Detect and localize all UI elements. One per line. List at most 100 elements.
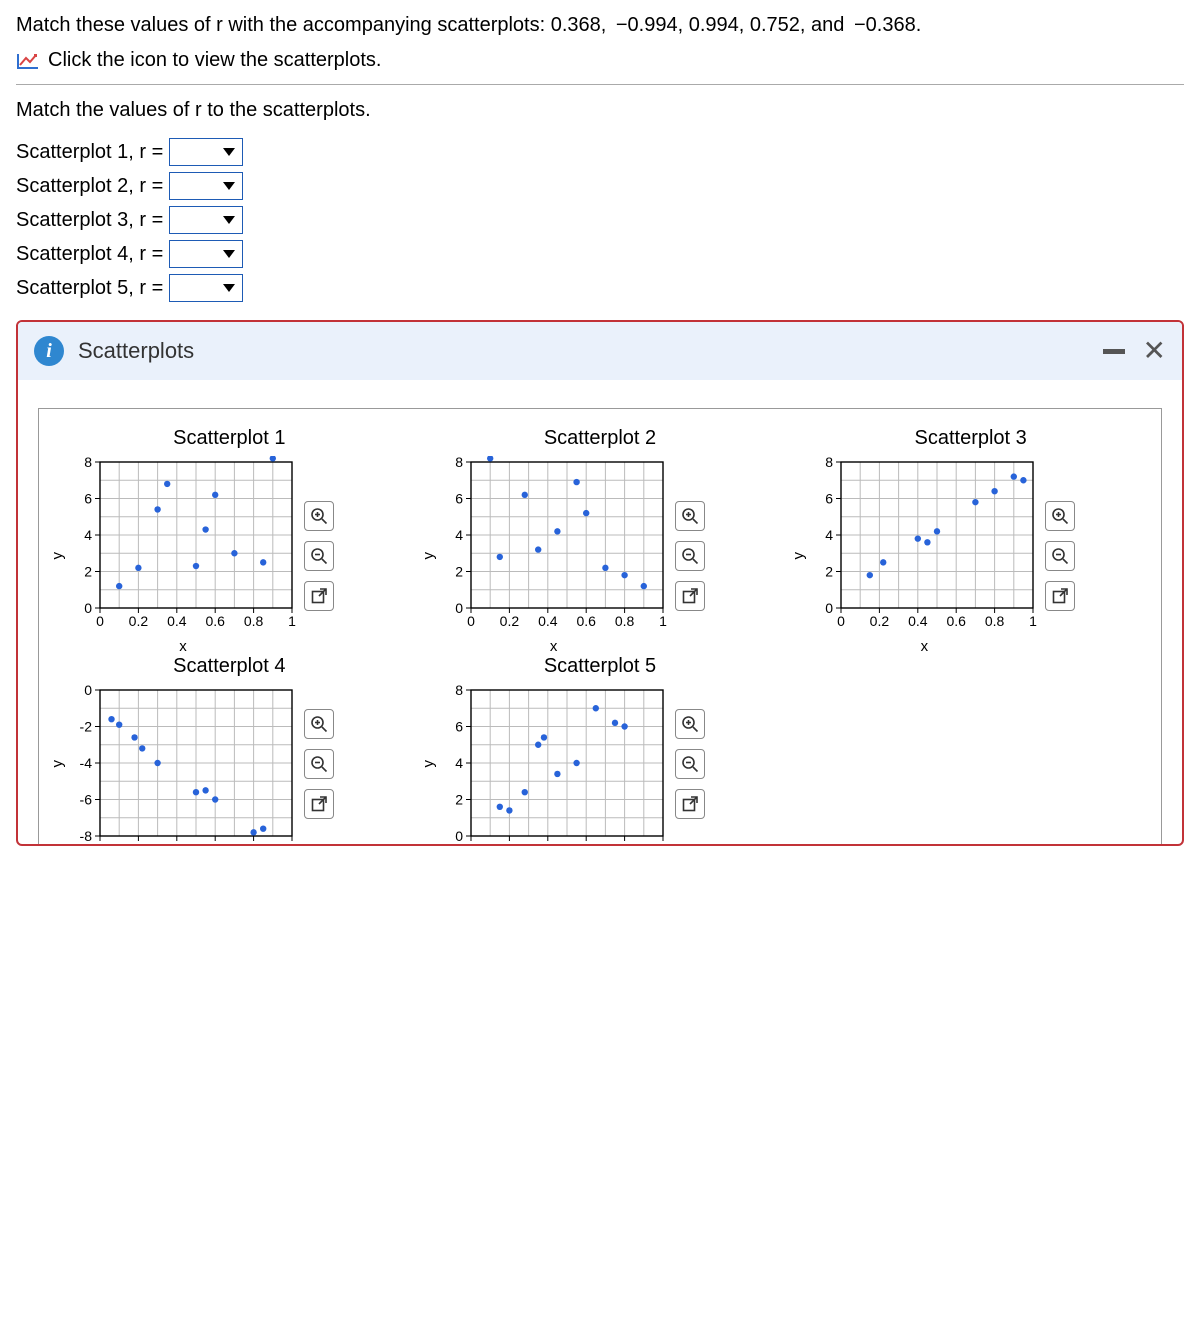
close-button[interactable]: ✕	[1143, 337, 1166, 365]
scatterplot-svg-3: 00.20.40.60.8102468	[809, 456, 1039, 636]
plot-area-1: 00.20.40.60.8102468x	[68, 456, 298, 655]
zoom-out-icon	[681, 755, 699, 773]
match-rows: Scatterplot 1, r = Scatterplot 2, r = Scat…	[16, 138, 1184, 302]
r-dropdown-2[interactable]	[169, 172, 243, 200]
zoom-out-button[interactable]	[304, 541, 334, 571]
scatterplot-cell-5: Scatterplot 5y00.20.40.60.8102468	[420, 655, 781, 844]
zoom-in-button[interactable]	[304, 709, 334, 739]
r-dropdown-5[interactable]	[169, 274, 243, 302]
zoom-in-button[interactable]	[675, 501, 705, 531]
plot-tools-5	[675, 709, 705, 819]
svg-text:2: 2	[84, 564, 92, 580]
y-axis-label: y	[790, 552, 807, 560]
zoom-in-button[interactable]	[1045, 501, 1075, 531]
svg-text:0.6: 0.6	[576, 613, 596, 629]
zoom-in-button[interactable]	[675, 709, 705, 739]
popout-button[interactable]	[1045, 581, 1075, 611]
scatterplot-title-4: Scatterplot 4	[49, 655, 410, 678]
r-dropdown-1[interactable]	[169, 138, 243, 166]
zoom-out-button[interactable]	[675, 541, 705, 571]
minimize-button[interactable]	[1103, 349, 1125, 354]
match-label-2: Scatterplot 2, r =	[16, 175, 163, 198]
popout-button[interactable]	[675, 789, 705, 819]
svg-text:2: 2	[455, 564, 463, 580]
modal-header: i Scatterplots ✕	[18, 322, 1182, 380]
svg-text:6: 6	[455, 491, 463, 507]
svg-text:0.2: 0.2	[129, 613, 149, 629]
scatterplot-svg-4: 00.20.40.60.81-8-6-4-20	[68, 684, 298, 844]
svg-text:8: 8	[455, 456, 463, 470]
svg-text:0.4: 0.4	[167, 613, 187, 629]
scatterplot-cell-1: Scatterplot 1y00.20.40.60.8102468x	[49, 427, 410, 655]
scatterplot-cell-2: Scatterplot 2y00.20.40.60.8102468x	[420, 427, 781, 655]
view-scatterplots-link[interactable]: Click the icon to view the scatterplots.	[16, 49, 1184, 72]
plot-tools-4	[304, 709, 334, 819]
zoom-in-icon	[1051, 507, 1069, 525]
svg-text:1: 1	[659, 841, 667, 844]
svg-text:0.6: 0.6	[205, 841, 225, 844]
zoom-in-button[interactable]	[304, 501, 334, 531]
match-label-5: Scatterplot 5, r =	[16, 277, 163, 300]
svg-text:6: 6	[84, 491, 92, 507]
zoom-out-button[interactable]	[675, 749, 705, 779]
y-axis-label: y	[49, 552, 66, 560]
svg-text:-8: -8	[80, 828, 93, 844]
r-dropdown-3[interactable]	[169, 206, 243, 234]
svg-text:8: 8	[84, 456, 92, 470]
x-axis-label: x	[439, 638, 669, 655]
zoom-in-icon	[681, 715, 699, 733]
zoom-out-icon	[310, 547, 328, 565]
svg-text:0.6: 0.6	[576, 841, 596, 844]
svg-text:0: 0	[84, 684, 92, 698]
match-row-1: Scatterplot 1, r =	[16, 138, 1184, 166]
popout-icon	[1051, 587, 1069, 605]
match-label-1: Scatterplot 1, r =	[16, 141, 163, 164]
view-scatterplots-text: Click the icon to view the scatterplots.	[48, 49, 381, 72]
svg-text:4: 4	[826, 527, 834, 543]
svg-text:-4: -4	[80, 755, 93, 771]
svg-text:0.6: 0.6	[205, 613, 225, 629]
svg-text:2: 2	[455, 792, 463, 808]
x-axis-label: x	[68, 638, 298, 655]
scatterplot-title-5: Scatterplot 5	[420, 655, 781, 678]
svg-text:4: 4	[455, 755, 463, 771]
svg-text:-2: -2	[80, 719, 93, 735]
chevron-down-icon	[222, 283, 236, 293]
svg-text:0.8: 0.8	[244, 841, 264, 844]
svg-text:1: 1	[288, 613, 296, 629]
svg-text:0.8: 0.8	[615, 613, 635, 629]
popout-button[interactable]	[304, 789, 334, 819]
popout-button[interactable]	[304, 581, 334, 611]
scatterplot-svg-5: 00.20.40.60.8102468	[439, 684, 669, 844]
y-axis-label: y	[420, 552, 437, 560]
svg-text:4: 4	[84, 527, 92, 543]
scatterplots-modal: i Scatterplots ✕ Scatterplot 1y00.20.40.…	[16, 320, 1184, 846]
match-label-4: Scatterplot 4, r =	[16, 243, 163, 266]
zoom-out-button[interactable]	[304, 749, 334, 779]
svg-text:0: 0	[96, 841, 104, 844]
svg-text:0: 0	[455, 600, 463, 616]
match-label-3: Scatterplot 3, r =	[16, 209, 163, 232]
r-dropdown-4[interactable]	[169, 240, 243, 268]
question-text: Match these values of r with the accompa…	[16, 12, 1184, 39]
svg-text:0: 0	[837, 613, 845, 629]
chevron-down-icon	[222, 249, 236, 259]
popout-icon	[310, 587, 328, 605]
match-row-5: Scatterplot 5, r =	[16, 274, 1184, 302]
svg-text:1: 1	[659, 613, 667, 629]
scatterplot-cell-4: Scatterplot 4y00.20.40.60.81-8-6-4-20	[49, 655, 410, 844]
match-row-4: Scatterplot 4, r =	[16, 240, 1184, 268]
popout-button[interactable]	[675, 581, 705, 611]
svg-text:0.2: 0.2	[870, 613, 890, 629]
svg-text:1: 1	[1029, 613, 1037, 629]
zoom-out-icon	[310, 755, 328, 773]
zoom-out-button[interactable]	[1045, 541, 1075, 571]
match-row-3: Scatterplot 3, r =	[16, 206, 1184, 234]
zoom-in-icon	[310, 507, 328, 525]
svg-text:0.4: 0.4	[538, 841, 558, 844]
zoom-in-icon	[681, 507, 699, 525]
svg-text:6: 6	[826, 491, 834, 507]
match-row-2: Scatterplot 2, r =	[16, 172, 1184, 200]
chart-icon	[16, 51, 40, 71]
plot-area-2: 00.20.40.60.8102468x	[439, 456, 669, 655]
